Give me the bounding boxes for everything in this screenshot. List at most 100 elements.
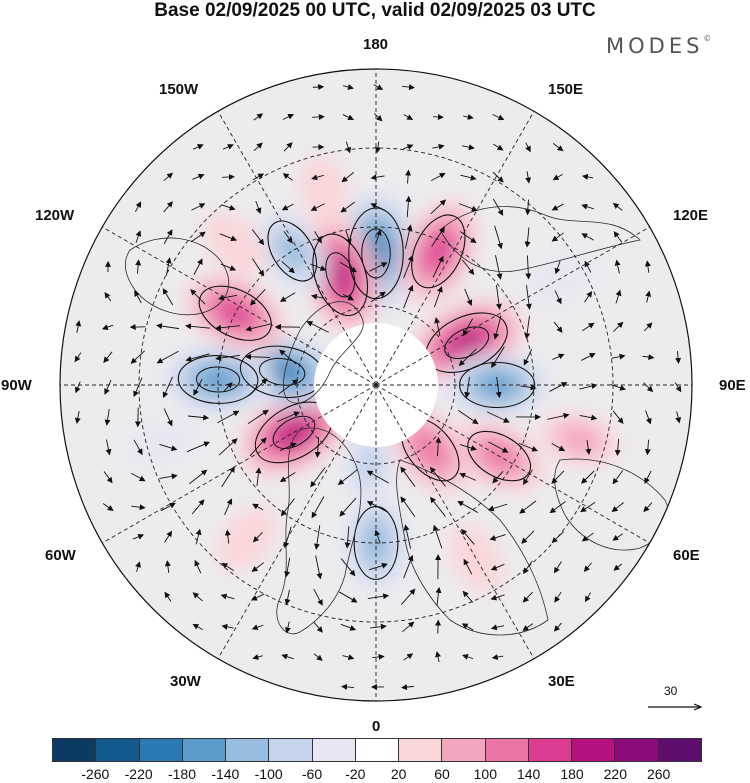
- wind-vector: [252, 654, 263, 660]
- wind-vector: [521, 530, 535, 544]
- wind-vector: [581, 470, 595, 484]
- wind-vector: [279, 292, 296, 302]
- wind-vector: [674, 382, 682, 393]
- height-contour: [198, 285, 272, 341]
- wind-vector: [551, 470, 565, 484]
- wind-vector: [310, 263, 327, 271]
- wind-vector: [554, 260, 561, 275]
- wind-vector: [492, 470, 504, 484]
- wind-vector: [458, 348, 477, 367]
- wind-vector: [403, 254, 414, 279]
- wind-vector: [645, 410, 652, 425]
- wind-vector: [252, 229, 265, 246]
- wind-vector: [342, 84, 354, 90]
- wind-vector: [400, 588, 416, 606]
- height-contour: [267, 220, 318, 282]
- colorbar-segment: [182, 739, 227, 761]
- wind-vector: [553, 321, 563, 333]
- wind-vector: [337, 469, 358, 486]
- wind-vector: [585, 439, 592, 455]
- wind-vector: [133, 439, 143, 456]
- coastline: [439, 206, 641, 273]
- wind-vector: [368, 562, 388, 571]
- wind-vector: [431, 172, 446, 181]
- wind-vector: [435, 436, 442, 457]
- wind-vector: [193, 144, 204, 150]
- wind-vector: [104, 409, 111, 426]
- meridian-line: [102, 384, 377, 544]
- anomaly-blob: [217, 505, 278, 571]
- anomaly-level: [555, 423, 604, 456]
- coastline: [396, 459, 549, 636]
- wind-vector: [156, 323, 180, 330]
- wind-vector: [460, 174, 477, 181]
- wind-vector: [369, 262, 388, 272]
- wind-vector: [522, 591, 533, 603]
- wind-vector: [367, 593, 390, 600]
- wind-vector: [284, 621, 291, 634]
- wind-vector: [284, 589, 291, 606]
- wind-vector: [584, 291, 593, 303]
- wind-vector: [311, 174, 324, 181]
- wind-vector: [221, 466, 235, 488]
- lon-label-60e: 60E: [673, 547, 700, 564]
- brand-logo-text: MODES: [606, 34, 704, 58]
- wind-vector: [190, 231, 206, 243]
- colorbar-tick-label: -20: [345, 766, 366, 782]
- wind-vector: [366, 470, 389, 484]
- wind-scale-value: 30: [664, 684, 678, 698]
- wind-vector: [433, 113, 444, 120]
- wind-vector: [642, 354, 655, 361]
- meridian-line: [217, 111, 377, 386]
- wind-vector: [523, 469, 533, 486]
- wind-vector: [429, 496, 446, 517]
- wind-vector: [551, 232, 564, 242]
- wind-vector: [429, 466, 446, 487]
- wind-vector: [313, 653, 323, 661]
- wind-vector: [163, 408, 173, 427]
- wind-vector: [613, 321, 624, 332]
- wind-vector: [495, 376, 502, 399]
- wind-vector: [74, 381, 81, 394]
- wind-vector: [402, 621, 415, 633]
- wind-vector: [104, 292, 112, 302]
- wind-vector: [315, 555, 323, 580]
- wind-vector: [135, 561, 141, 572]
- wind-vector: [432, 255, 444, 278]
- latitude-circle: [138, 147, 614, 623]
- wind-vector: [493, 315, 502, 340]
- colorbar-segment: [53, 739, 97, 761]
- contour-line: [196, 366, 241, 393]
- wind-vector: [644, 470, 652, 485]
- wind-vector: [463, 114, 474, 120]
- map-boundary: [59, 68, 693, 702]
- wind-vector: [221, 204, 236, 211]
- wind-vector: [218, 294, 238, 301]
- wind-vector: [490, 563, 505, 571]
- wind-vector: [430, 199, 447, 215]
- wind-vector: [435, 651, 441, 663]
- wind-vector: [283, 142, 293, 152]
- lon-label-150w: 150W: [159, 81, 199, 98]
- anomaly-blob: [448, 523, 504, 593]
- colorbar-tick-label: -140: [211, 766, 240, 782]
- wind-vector: [221, 623, 234, 630]
- wind-vector: [374, 141, 381, 154]
- colorbar-segment: [572, 739, 616, 761]
- wind-vector: [675, 411, 682, 424]
- wind-vector: [675, 350, 682, 364]
- wind-vector: [519, 500, 537, 514]
- wind-vector: [163, 201, 173, 213]
- wind-vector: [583, 562, 592, 572]
- wind-vector: [582, 322, 595, 332]
- wind-vector: [191, 203, 206, 211]
- wind-vector: [314, 437, 321, 458]
- wind-vector: [612, 410, 624, 424]
- map-title: Base 02/09/2025 00 UTC, valid 02/09/2025…: [154, 0, 596, 21]
- wind-vector: [525, 171, 532, 184]
- wind-vector: [549, 501, 566, 514]
- wind-vector: [310, 203, 325, 211]
- wind-vector: [493, 143, 504, 151]
- wind-vector: [489, 534, 506, 541]
- wind-vector: [282, 114, 295, 120]
